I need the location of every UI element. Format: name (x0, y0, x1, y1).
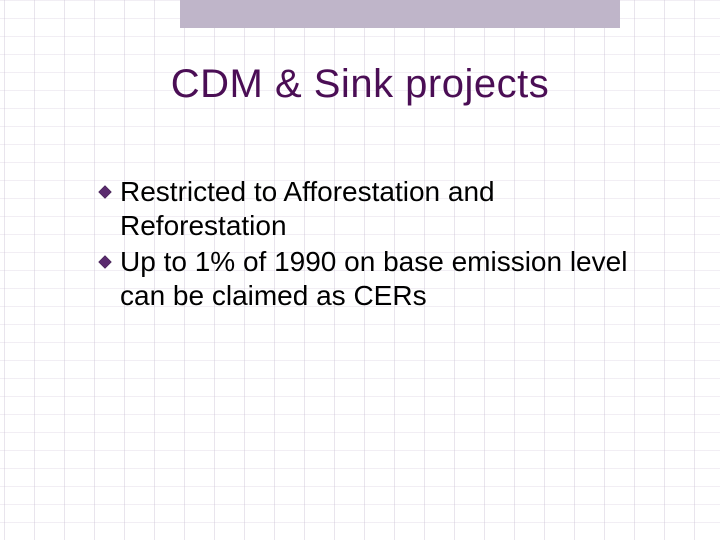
diamond-bullet-icon (98, 185, 112, 199)
list-item-text: Restricted to Afforestation and Reforest… (120, 175, 640, 243)
slide-title: CDM & Sink projects (0, 62, 720, 107)
slide-content: CDM & Sink projects Restricted to Affore… (0, 0, 720, 540)
list-item: Up to 1% of 1990 on base emission level … (98, 245, 640, 313)
bullet-list: Restricted to Afforestation and Reforest… (98, 175, 640, 315)
top-accent-bar (180, 0, 620, 28)
list-item-text: Up to 1% of 1990 on base emission level … (120, 245, 640, 313)
list-item: Restricted to Afforestation and Reforest… (98, 175, 640, 243)
diamond-bullet-icon (98, 255, 112, 269)
